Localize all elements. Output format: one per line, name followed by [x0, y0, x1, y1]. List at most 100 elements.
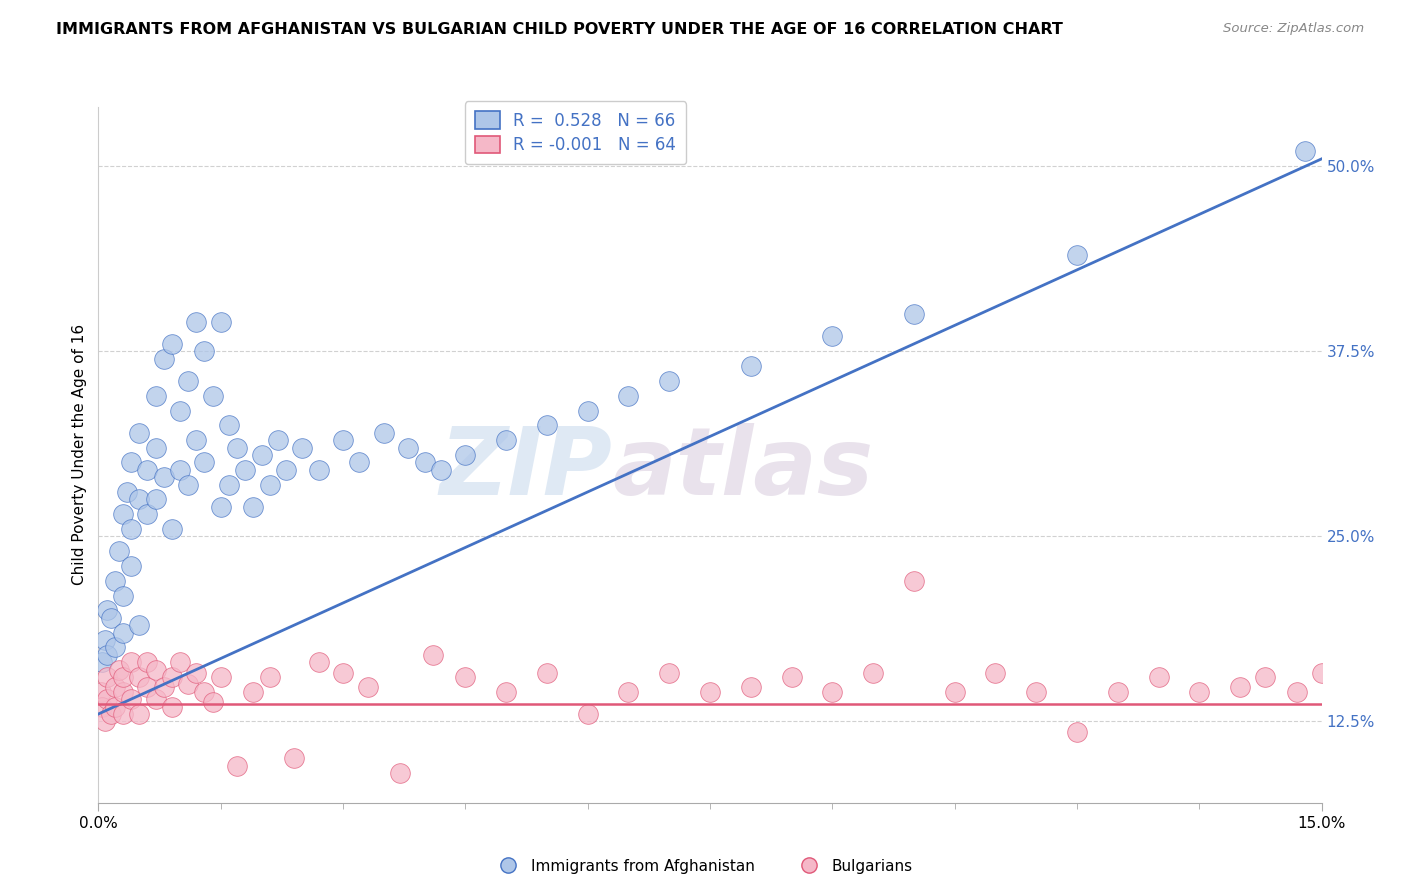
Point — [104, 699, 127, 714]
Point — [111, 706, 134, 721]
Point — [259, 477, 281, 491]
Point — [91, 699, 114, 714]
Point — [413, 455, 436, 469]
Point — [120, 455, 142, 469]
Point — [111, 670, 134, 684]
Point — [617, 685, 640, 699]
Point — [96, 692, 118, 706]
Point — [699, 685, 721, 699]
Point — [332, 665, 354, 680]
Point — [1392, 670, 1406, 684]
Point — [186, 315, 208, 329]
Point — [120, 655, 142, 669]
Point — [536, 418, 558, 433]
Point — [617, 389, 640, 403]
Point — [193, 344, 215, 359]
Point — [91, 655, 114, 669]
Point — [903, 307, 925, 321]
Point — [128, 618, 150, 632]
Point — [152, 470, 174, 484]
Point — [242, 685, 264, 699]
Point — [94, 632, 117, 647]
Point — [283, 751, 305, 765]
Point — [1066, 248, 1088, 262]
Point — [332, 433, 354, 447]
Point — [242, 500, 264, 514]
Point — [136, 655, 159, 669]
Point — [160, 699, 183, 714]
Text: ZIP: ZIP — [439, 423, 612, 515]
Point — [396, 441, 419, 455]
Point — [862, 665, 884, 680]
Point — [233, 463, 256, 477]
Point — [160, 522, 183, 536]
Text: atlas: atlas — [612, 423, 873, 515]
Point — [169, 403, 191, 417]
Point — [136, 681, 159, 695]
Point — [422, 648, 444, 662]
Point — [218, 477, 240, 491]
Point — [111, 507, 134, 521]
Point — [145, 663, 167, 677]
Point — [169, 463, 191, 477]
Point — [111, 625, 134, 640]
Point — [356, 681, 378, 695]
Point — [495, 685, 517, 699]
Point — [111, 589, 134, 603]
Point — [250, 448, 273, 462]
Point — [576, 706, 599, 721]
Point — [903, 574, 925, 588]
Point — [111, 685, 134, 699]
Point — [495, 433, 517, 447]
Point — [308, 463, 330, 477]
Point — [160, 670, 183, 684]
Point — [128, 706, 150, 721]
Point — [209, 670, 232, 684]
Point — [1025, 685, 1047, 699]
Point — [1360, 670, 1382, 684]
Text: Source: ZipAtlas.com: Source: ZipAtlas.com — [1223, 22, 1364, 36]
Point — [104, 574, 127, 588]
Point — [145, 389, 167, 403]
Point — [454, 670, 477, 684]
Point — [152, 681, 174, 695]
Point — [186, 433, 208, 447]
Point — [1253, 670, 1275, 684]
Point — [100, 611, 122, 625]
Point — [1310, 665, 1333, 680]
Point — [160, 337, 183, 351]
Point — [984, 665, 1007, 680]
Point — [943, 685, 966, 699]
Point — [1334, 685, 1357, 699]
Y-axis label: Child Poverty Under the Age of 16: Child Poverty Under the Age of 16 — [72, 325, 87, 585]
Point — [120, 692, 142, 706]
Point — [1107, 685, 1129, 699]
Point — [186, 665, 208, 680]
Point — [96, 603, 118, 617]
Point — [104, 640, 127, 655]
Point — [740, 681, 762, 695]
Point — [821, 329, 844, 343]
Point — [136, 463, 159, 477]
Point — [145, 692, 167, 706]
Point — [218, 418, 240, 433]
Point — [136, 507, 159, 521]
Point — [1147, 670, 1170, 684]
Text: IMMIGRANTS FROM AFGHANISTAN VS BULGARIAN CHILD POVERTY UNDER THE AGE OF 16 CORRE: IMMIGRANTS FROM AFGHANISTAN VS BULGARIAN… — [56, 22, 1063, 37]
Point — [177, 677, 200, 691]
Point — [152, 351, 174, 366]
Legend: R =  0.528   N = 66, R = -0.001   N = 64: R = 0.528 N = 66, R = -0.001 N = 64 — [465, 102, 686, 164]
Point — [454, 448, 477, 462]
Point — [108, 663, 131, 677]
Point — [740, 359, 762, 373]
Point — [104, 681, 127, 695]
Point — [1294, 145, 1316, 159]
Point — [94, 714, 117, 729]
Point — [658, 665, 681, 680]
Point — [349, 455, 371, 469]
Point — [96, 648, 118, 662]
Point — [108, 544, 131, 558]
Point — [1188, 685, 1211, 699]
Point — [96, 670, 118, 684]
Point — [209, 500, 232, 514]
